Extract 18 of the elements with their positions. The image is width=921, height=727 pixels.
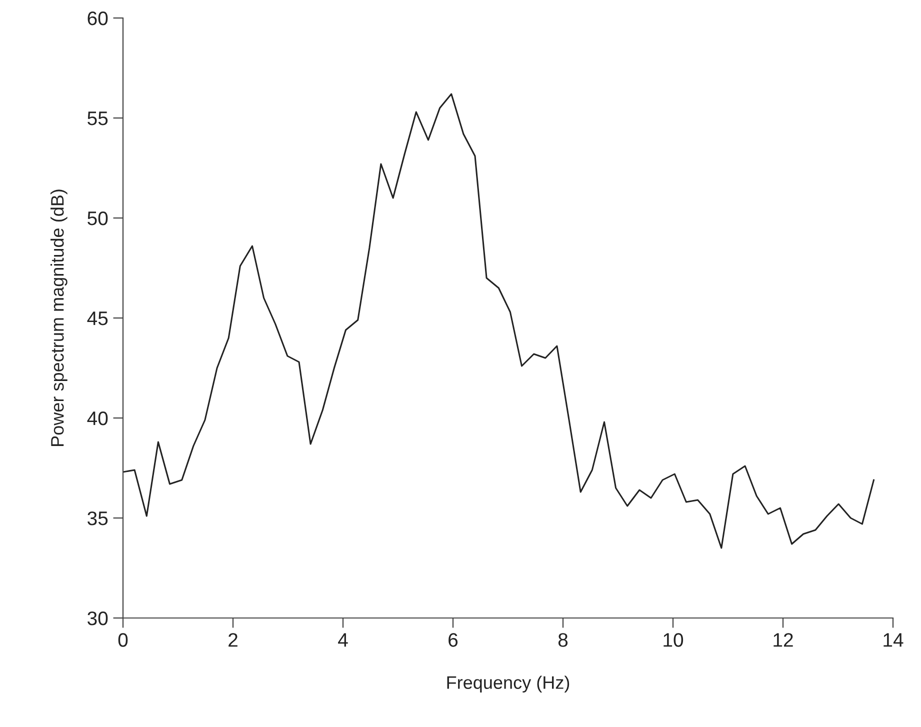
y-tick-label: 45: [87, 312, 108, 326]
y-tick-label: 30: [88, 611, 108, 626]
y-axis-title: Power spectrum magnitude (dB): [50, 190, 68, 446]
x-tick-label: 8: [558, 633, 568, 647]
y-tick-label: 50: [88, 211, 108, 226]
y-tick-label: 40: [87, 411, 108, 426]
y-tick-label: 60: [88, 11, 108, 26]
x-tick-label: 10: [664, 633, 684, 647]
x-tick-label: 0: [118, 633, 128, 647]
x-tick-label: 4: [338, 633, 348, 647]
y-tick-label: 35: [88, 511, 108, 526]
x-tick-label: 14: [884, 633, 904, 647]
y-tick-label: 55: [88, 112, 108, 126]
x-tick-label: 2: [228, 633, 238, 647]
x-tick-label: 6: [448, 633, 458, 647]
x-axis-title: Frequency (Hz): [447, 676, 570, 693]
x-tick-label: 12: [774, 633, 793, 647]
line-series: [123, 93, 875, 549]
